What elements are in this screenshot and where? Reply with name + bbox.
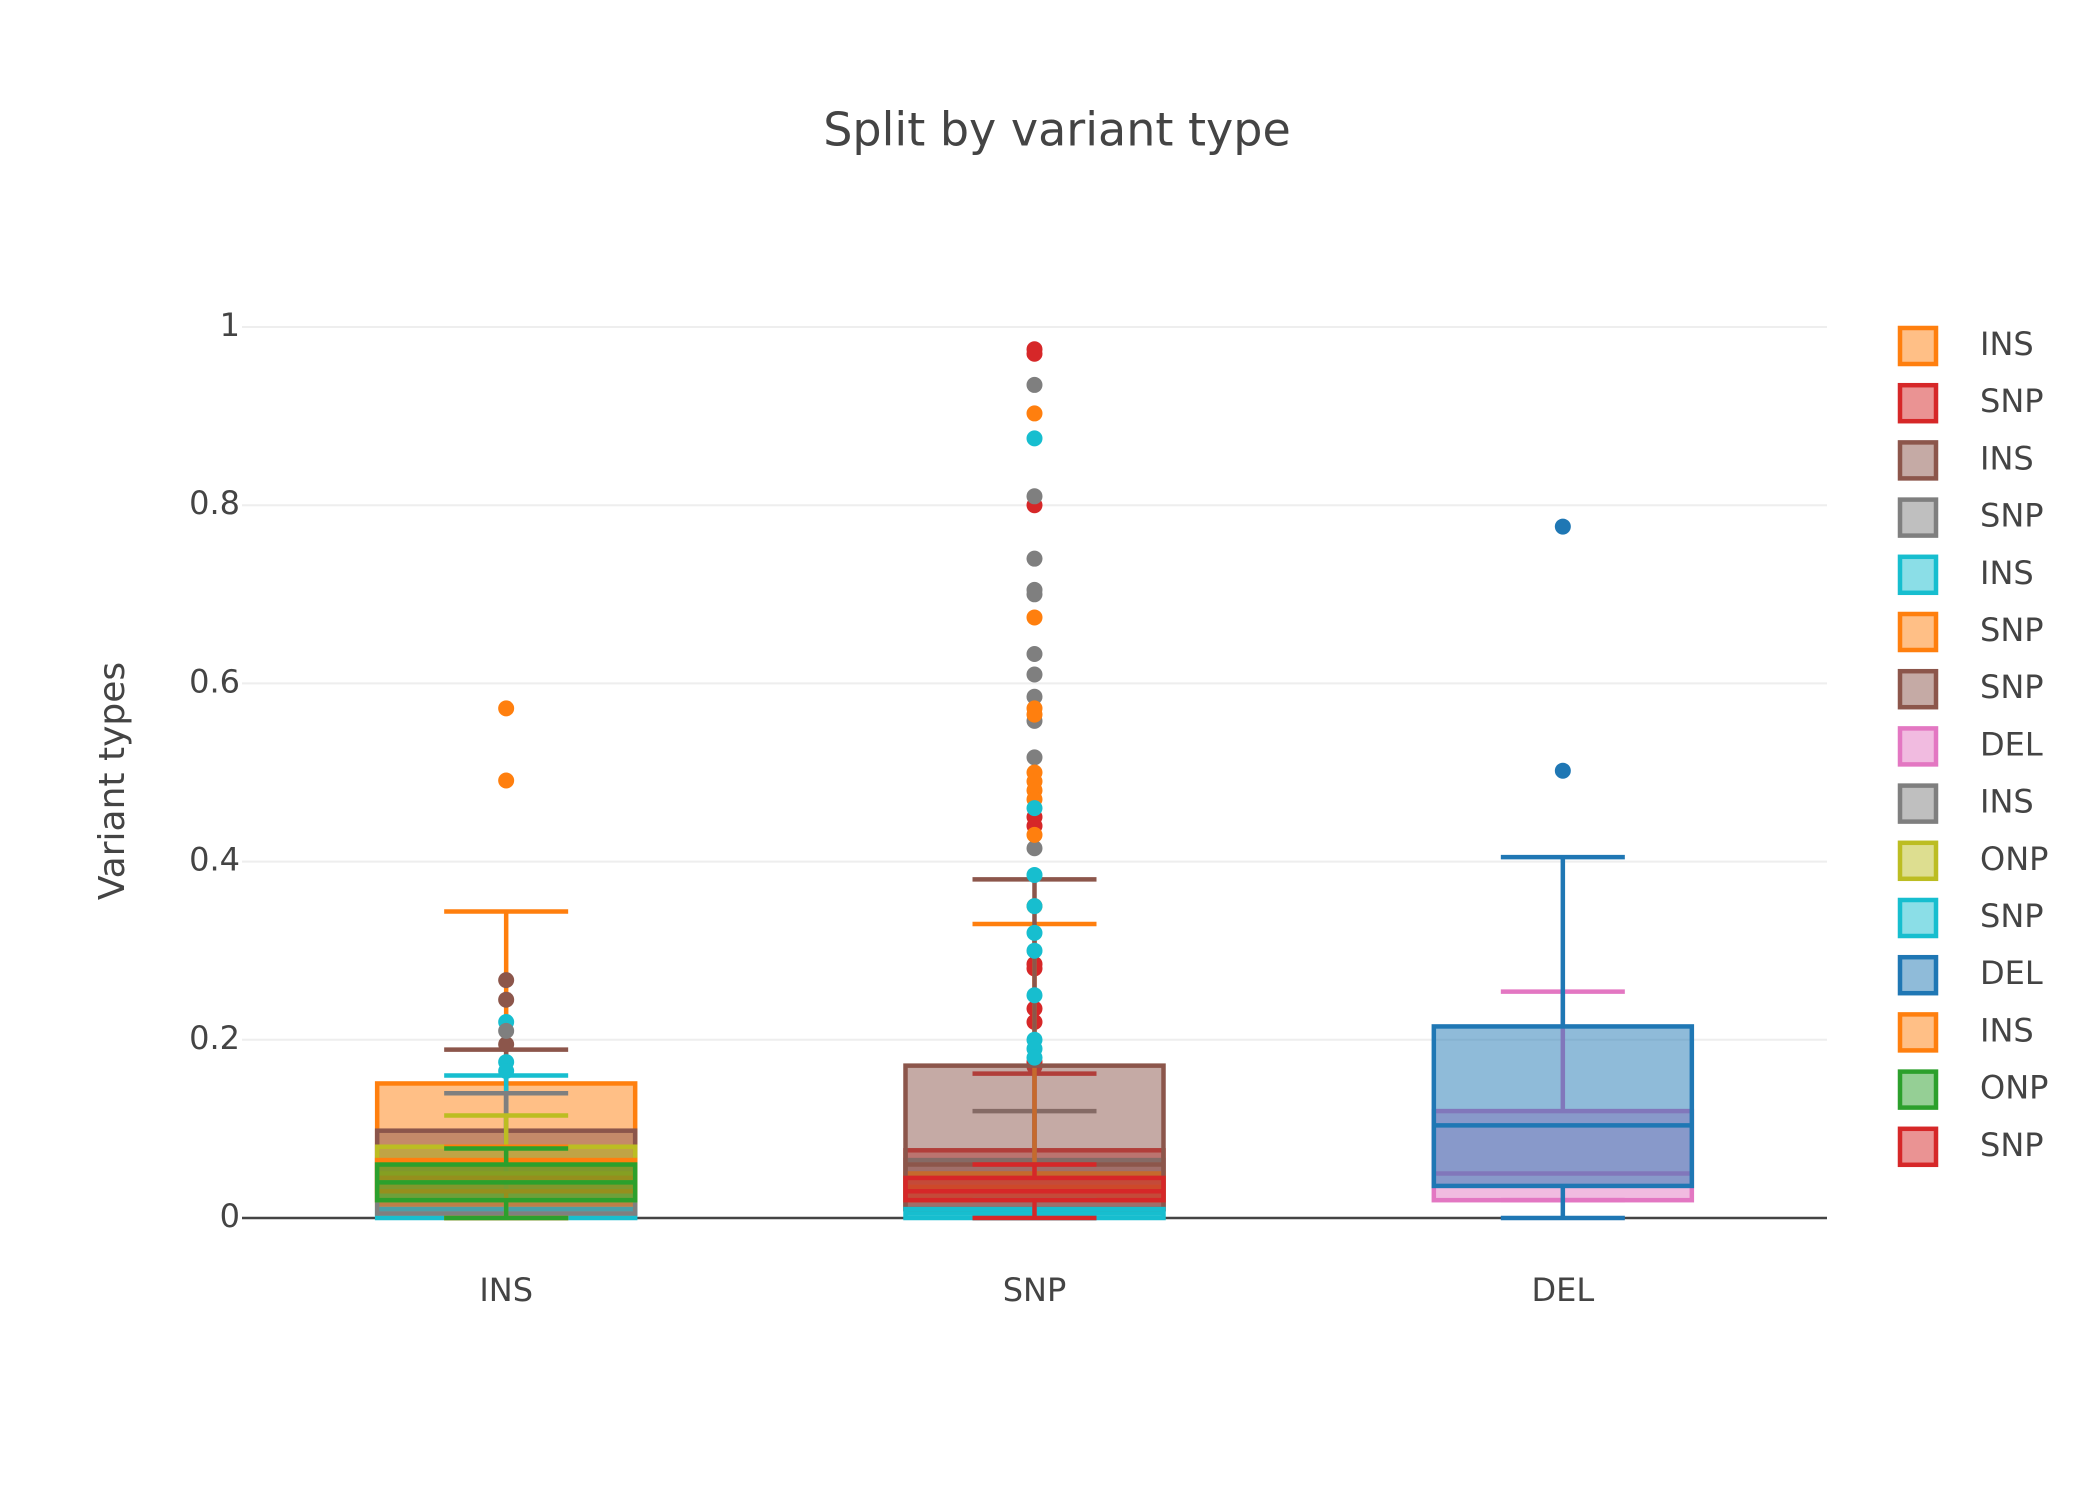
outlier — [1554, 762, 1571, 779]
outlier — [1026, 666, 1043, 683]
y-tick-label: 0 — [220, 1197, 240, 1235]
legend-swatch — [1897, 1069, 1939, 1110]
outlier — [498, 972, 515, 989]
outlier — [498, 991, 515, 1008]
outlier — [498, 1062, 515, 1079]
outlier — [1026, 898, 1043, 915]
y-tick-label: 0.4 — [189, 841, 240, 879]
outlier — [1026, 345, 1043, 362]
outlier — [1026, 405, 1043, 422]
y-tick-label: 1 — [220, 306, 240, 344]
x-tick-label: DEL — [1531, 1271, 1594, 1309]
legend-label: SNP — [1980, 611, 2044, 649]
legend-label: INS — [1980, 439, 2034, 477]
outlier — [1026, 609, 1043, 626]
legend-swatch — [1897, 1012, 1939, 1053]
x-tick-label: INS — [479, 1271, 533, 1309]
legend-label: ONP — [1980, 840, 2048, 878]
outlier — [1026, 987, 1043, 1004]
legend-label: SNP — [1980, 897, 2044, 935]
outlier — [1026, 586, 1043, 603]
legend-label: DEL — [1980, 725, 2043, 763]
outlier — [1026, 840, 1043, 857]
legend-swatch — [1897, 783, 1939, 824]
legend-label: SNP — [1980, 1126, 2044, 1164]
legend-label: ONP — [1980, 1069, 2048, 1107]
y-tick-label: 0.2 — [189, 1019, 240, 1057]
outlier — [1554, 518, 1571, 535]
outlier — [1026, 645, 1043, 662]
y-tick-label: 0.8 — [189, 484, 240, 522]
legend-swatch — [1897, 440, 1939, 481]
outlier — [1026, 430, 1043, 447]
x-tick-label: SNP — [1003, 1271, 1067, 1309]
outlier — [1026, 826, 1043, 843]
legend-swatch — [1897, 897, 1939, 939]
outlier — [1026, 688, 1043, 705]
outlier — [498, 772, 515, 789]
legend-swatch — [1897, 497, 1939, 538]
legend-label: DEL — [1980, 954, 2043, 992]
legend-swatch — [1897, 840, 1939, 882]
outlier — [1026, 706, 1043, 723]
outlier — [498, 700, 515, 717]
legend-swatch — [1897, 611, 1939, 653]
legend-swatch — [1897, 668, 1939, 710]
legend-swatch — [1897, 726, 1939, 767]
outlier — [1026, 376, 1043, 393]
legend-label: SNP — [1980, 382, 2044, 420]
outlier — [1026, 488, 1043, 505]
legend-swatch — [1897, 1126, 1939, 1168]
outlier — [1026, 1049, 1043, 1066]
legend-swatch — [1897, 554, 1939, 596]
outlier — [1026, 800, 1043, 817]
box — [1431, 1024, 1695, 1189]
legend-label: SNP — [1980, 668, 2044, 706]
outlier — [498, 1022, 515, 1039]
legend-label: INS — [1980, 554, 2034, 592]
legend-swatch — [1897, 382, 1939, 424]
chart-title: Split by variant type — [823, 103, 1291, 157]
y-tick-label: 0.6 — [189, 662, 240, 700]
legend-swatch — [1897, 325, 1939, 367]
outlier — [1026, 866, 1043, 883]
y-axis-title: Variant types — [92, 662, 133, 900]
outlier — [1026, 550, 1043, 567]
legend-label: INS — [1980, 1011, 2034, 1049]
outlier — [1026, 749, 1043, 766]
outlier — [1026, 942, 1043, 959]
legend-label: SNP — [1980, 497, 2044, 535]
legend-swatch — [1897, 954, 1939, 996]
outlier — [498, 1036, 515, 1053]
outlier — [1026, 924, 1043, 941]
legend-label: INS — [1980, 783, 2034, 821]
legend-label: INS — [1980, 325, 2034, 363]
